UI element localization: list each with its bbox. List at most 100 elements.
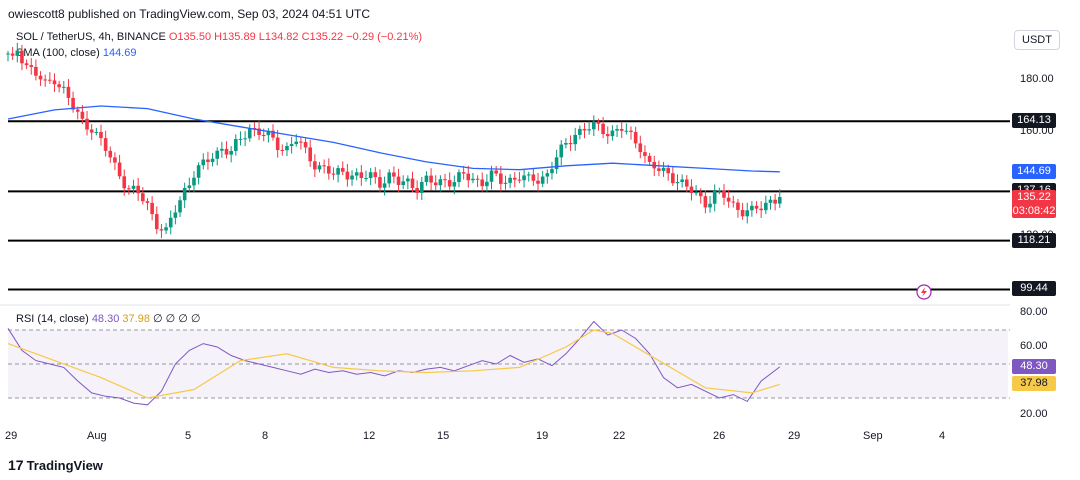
rsi-extra-values: ∅ ∅ ∅ ∅	[153, 313, 201, 325]
candle-down	[52, 80, 57, 85]
candle-down	[671, 173, 675, 184]
candle-down	[494, 170, 498, 174]
candle-down	[601, 123, 605, 135]
candle-down	[568, 142, 573, 145]
candle-down	[38, 75, 43, 80]
price-tag: 144.69	[1012, 163, 1056, 179]
candle-up	[559, 144, 564, 158]
candle-down	[633, 131, 638, 144]
candle-up	[661, 167, 666, 171]
sma-legend[interactable]: SMA (100, close) 144.69	[16, 47, 136, 59]
candle-up	[712, 191, 717, 204]
candle-down	[224, 148, 229, 155]
candle-up	[708, 203, 712, 208]
candle-down	[499, 173, 503, 184]
candle-up	[182, 188, 187, 201]
candle-down	[206, 159, 210, 163]
candle-down	[280, 150, 285, 152]
candle-up	[187, 185, 192, 189]
candle-up	[201, 159, 206, 166]
candle-up	[215, 150, 220, 159]
candle-down	[66, 86, 71, 98]
candle-down	[736, 202, 740, 210]
candle-up	[777, 197, 782, 204]
candle-down	[85, 118, 89, 130]
candle-up	[294, 141, 299, 145]
candle-down	[145, 201, 150, 203]
candle-down	[154, 214, 159, 230]
candle-down	[517, 179, 522, 181]
time-axis-label: 15	[437, 430, 450, 442]
time-axis-label: 4	[939, 430, 946, 442]
candle-up	[220, 148, 224, 151]
candle-down	[480, 179, 485, 187]
rsi-tag: 48.30	[1012, 358, 1056, 374]
candle-up	[419, 182, 424, 193]
candle-down	[531, 174, 536, 181]
candle-up	[550, 169, 554, 174]
candle-down	[117, 162, 122, 177]
candle-down	[103, 138, 108, 151]
candle-down	[703, 196, 708, 208]
candle-up	[471, 178, 475, 181]
sma-label: SMA (100, close)	[16, 47, 100, 59]
candle-up	[196, 165, 201, 178]
candle-up	[768, 199, 773, 203]
candle-up	[238, 138, 243, 140]
publisher-line: owiescott8 published on TradingView.com,…	[8, 7, 371, 21]
candle-up	[526, 174, 531, 176]
time-axis-label: 8	[262, 430, 269, 442]
candle-up	[680, 179, 684, 182]
candle-up	[15, 50, 20, 56]
symbol-legend[interactable]: SOL / TetherUS, 4h, BINANCE O135.50 H135…	[16, 31, 422, 43]
time-axis-label: 29	[788, 430, 801, 442]
candle-down	[345, 171, 350, 180]
candle-up	[229, 150, 233, 155]
candle-down	[443, 179, 447, 181]
time-axis-label: Sep	[863, 430, 883, 442]
candle-up	[317, 165, 322, 170]
candle-down	[261, 134, 266, 136]
candle-up	[503, 182, 508, 184]
candle-up	[266, 130, 271, 136]
candle-up	[508, 177, 512, 183]
candle-down	[313, 161, 317, 170]
time-axis-label: 22	[613, 430, 626, 442]
candle-down	[773, 199, 777, 204]
candle-up	[485, 181, 489, 187]
candle-down	[582, 128, 587, 131]
tradingview-logo[interactable]: 17 TradingView	[8, 457, 103, 473]
time-axis-label: 12	[363, 430, 376, 442]
currency-button[interactable]: USDT	[1014, 30, 1060, 50]
candle-down	[303, 142, 308, 148]
price-tag: 135.22 03:08:42	[1012, 190, 1056, 219]
rsi-legend[interactable]: RSI (14, close) 48.30 37.98 ∅ ∅ ∅ ∅	[16, 312, 201, 325]
candle-down	[629, 130, 633, 132]
price-tag: 99.44	[1012, 281, 1056, 297]
candle-up	[354, 172, 359, 176]
candle-down	[378, 177, 382, 188]
candle-up	[624, 130, 629, 132]
rsi-axis-label: 80.00	[1020, 306, 1048, 318]
candle-down	[657, 168, 661, 171]
candle-up	[94, 131, 99, 133]
candle-down	[754, 205, 759, 209]
candle-down	[24, 63, 29, 66]
candle-down	[322, 165, 326, 167]
rsi-line	[7, 320, 781, 406]
time-axis-label: 5	[185, 430, 192, 442]
candle-up	[387, 172, 392, 184]
candle-down	[643, 152, 647, 156]
candle-up	[452, 182, 457, 187]
candle-down	[275, 137, 280, 151]
candle-up	[61, 86, 66, 88]
candle-down	[759, 208, 763, 211]
candle-down	[359, 172, 364, 179]
candle-up	[178, 200, 182, 213]
candle-up	[131, 185, 136, 189]
candle-up	[382, 183, 387, 188]
sma-line	[7, 105, 780, 173]
candle-up	[192, 177, 196, 186]
candle-down	[141, 193, 145, 202]
